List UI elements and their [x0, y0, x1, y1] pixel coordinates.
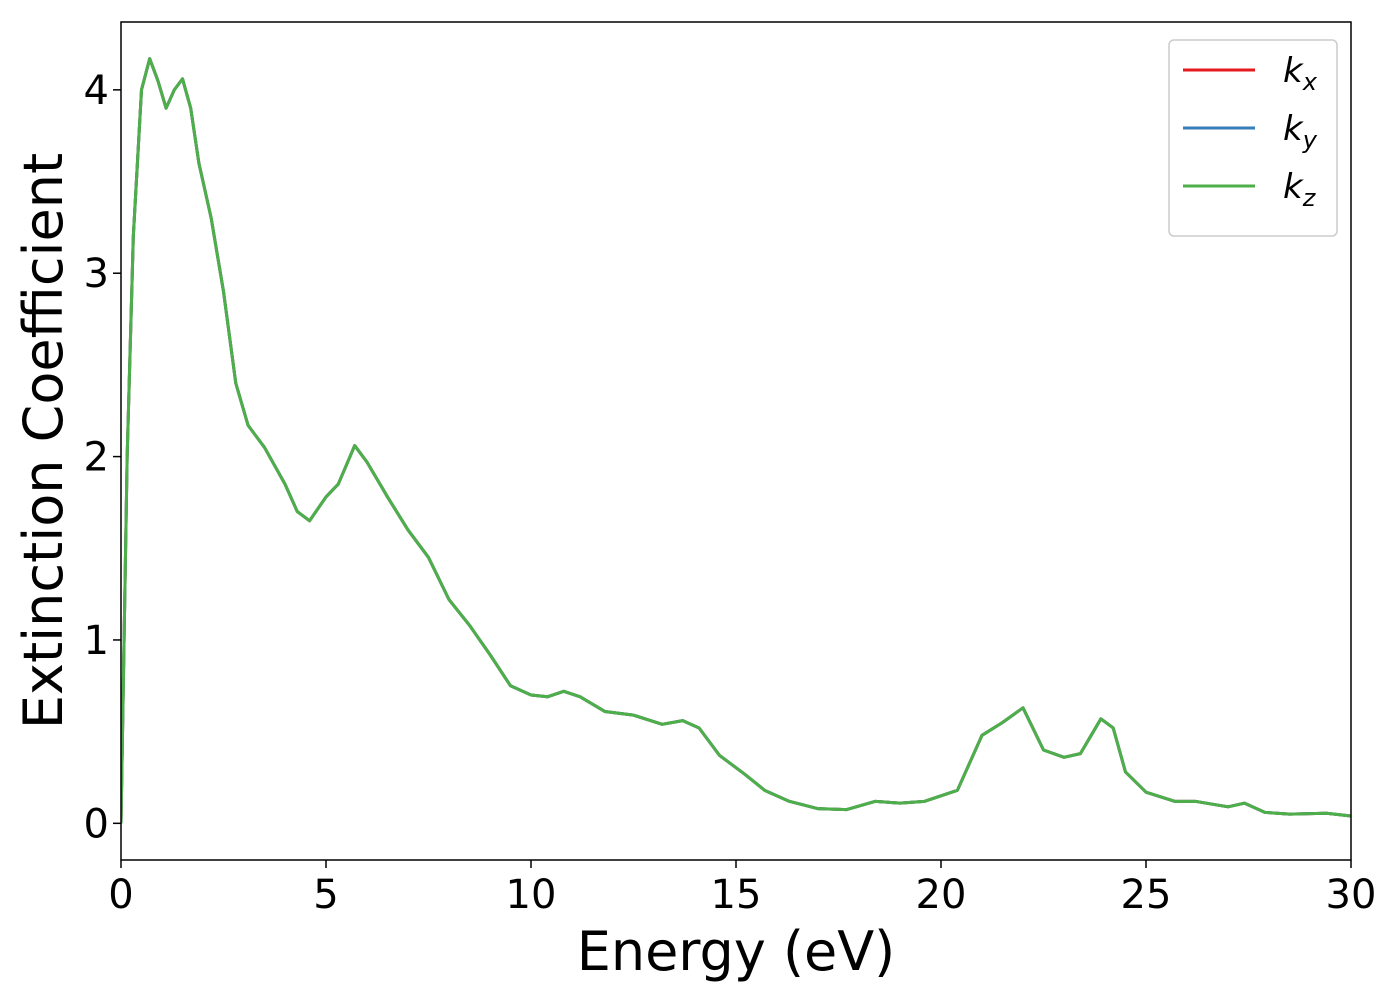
x-tick-label: 10	[506, 872, 557, 918]
y-tick-label: 1	[84, 618, 109, 664]
line	[121, 57, 1351, 824]
x-tick-label: 20	[916, 872, 967, 918]
y-tick-label: 0	[84, 801, 109, 847]
legend-label: kx	[1283, 51, 1318, 96]
legend-label: kz	[1283, 167, 1317, 212]
x-tick-label: 5	[313, 872, 338, 918]
y-tick-label: 3	[84, 251, 109, 297]
x-tick-label: 15	[711, 872, 762, 918]
x-tick-label: 0	[108, 872, 133, 918]
y-axis-label: Extinction Coefficient	[12, 153, 75, 729]
x-tick-label: 25	[1121, 872, 1172, 918]
x-tick-label: 30	[1326, 872, 1377, 918]
y-tick-label: 2	[84, 435, 109, 481]
y-tick-label: 4	[84, 68, 109, 114]
x-axis-label: Energy (eV)	[577, 920, 896, 983]
line	[121, 57, 1351, 824]
line	[121, 57, 1351, 824]
plot-frame	[120, 21, 1352, 861]
legend-label: ky	[1283, 109, 1318, 154]
